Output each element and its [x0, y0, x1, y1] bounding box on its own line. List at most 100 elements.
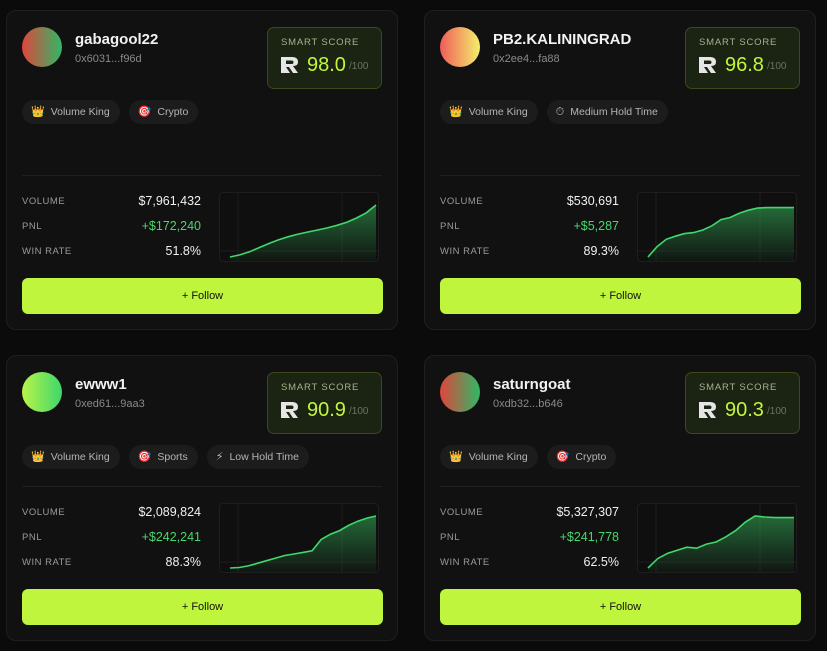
smart-score-label: SMART SCORE [699, 382, 778, 393]
trader-tag[interactable]: 👑 Volume King [22, 100, 120, 124]
win-rate-value: 88.3% [165, 555, 201, 569]
avatar[interactable] [22, 372, 62, 412]
smart-score-max: /100 [767, 61, 787, 72]
trader-tag[interactable]: 👑 Volume King [440, 100, 538, 124]
tag-label: Crypto [575, 451, 607, 463]
smart-score-box: SMART SCORE 98.0/100 [267, 27, 382, 89]
pnl-label: PNL [22, 221, 42, 232]
win-rate-label: WIN RATE [22, 557, 72, 568]
tag-list: 👑 Volume King 🎯 Crypto [440, 445, 617, 469]
trader-username[interactable]: saturngoat [493, 376, 571, 393]
pnl-line [229, 515, 377, 569]
volume-label: VOLUME [22, 196, 66, 207]
win-rate-label: WIN RATE [22, 246, 72, 257]
crown-icon: 👑 [31, 450, 45, 463]
divider [440, 486, 800, 487]
divider [440, 175, 800, 176]
pnl-line [647, 206, 794, 258]
follow-button[interactable]: + Follow [22, 589, 383, 625]
pnl-label: PNL [440, 532, 460, 543]
wallet-address: 0x6031...f96d [75, 53, 142, 65]
divider [22, 486, 382, 487]
win-rate-label: WIN RATE [440, 246, 490, 257]
follow-button[interactable]: + Follow [440, 278, 801, 314]
tag-label: Volume King [50, 451, 110, 463]
pnl-area [230, 516, 376, 572]
trader-username[interactable]: gabagool22 [75, 31, 159, 48]
target-icon: 🎯 [555, 450, 570, 463]
pnl-value: +$5,287 [573, 219, 619, 233]
tag-list: 👑 Volume King 🎯 Crypto [22, 100, 199, 124]
sparkline-svg [638, 193, 796, 261]
smart-score-box: SMART SCORE 96.8/100 [685, 27, 800, 89]
trader-card: gabagool22 0x6031...f96d SMART SCORE 98.0/1… [6, 10, 398, 330]
tag-label: Medium Hold Time [570, 106, 658, 118]
trader-tag[interactable]: 🎯 Crypto [128, 100, 199, 124]
smart-score-max: /100 [767, 406, 787, 417]
win-rate-value: 89.3% [583, 244, 619, 258]
smart-score-value: 90.9 [307, 399, 346, 421]
smart-score-label: SMART SCORE [281, 37, 360, 48]
trader-tag[interactable]: 👑 Volume King [440, 445, 538, 469]
pnl-sparkline-chart [219, 503, 379, 573]
score-logo-icon [698, 56, 717, 74]
avatar[interactable] [440, 27, 480, 67]
volume-value: $530,691 [566, 194, 619, 208]
wallet-address: 0xdb32...b646 [493, 398, 563, 410]
tag-label: Volume King [50, 106, 110, 118]
pnl-value: +$172,240 [141, 219, 201, 233]
smart-score-value: 98.0 [307, 54, 346, 76]
wallet-address: 0xed61...9aa3 [75, 398, 145, 410]
smart-score-box: SMART SCORE 90.9/100 [267, 372, 382, 434]
tag-list: 👑 Volume King 🎯 Sports ⚡ Low Hold Time [22, 445, 309, 469]
sparkline-svg [638, 504, 796, 572]
avatar[interactable] [440, 372, 480, 412]
tag-label: Low Hold Time [229, 451, 299, 463]
trader-tag[interactable]: 👑 Volume King [22, 445, 120, 469]
smart-score-label: SMART SCORE [281, 382, 360, 393]
tag-label: Volume King [468, 106, 528, 118]
volume-label: VOLUME [440, 196, 484, 207]
follow-button[interactable]: + Follow [22, 278, 383, 314]
sparkline-svg [220, 193, 378, 261]
win-rate-label: WIN RATE [440, 557, 490, 568]
pnl-value: +$242,241 [141, 530, 201, 544]
score-logo-icon [280, 56, 299, 74]
trader-tag[interactable]: 🎯 Sports [128, 445, 198, 469]
pnl-label: PNL [22, 532, 42, 543]
stopwatch-icon: ⏱ [555, 105, 565, 118]
pnl-area [230, 205, 376, 261]
target-icon: 🎯 [137, 105, 152, 118]
trader-username[interactable]: PB2.KALININGRAD [493, 31, 632, 48]
score-logo-icon [280, 401, 299, 419]
trader-card: ewww1 0xed61...9aa3 SMART SCORE 90.9/100 👑 Vo… [6, 355, 398, 641]
smart-score-max: /100 [349, 406, 369, 417]
volume-value: $7,961,432 [138, 194, 201, 208]
pnl-area [648, 516, 794, 572]
volume-value: $5,327,307 [556, 505, 619, 519]
volume-label: VOLUME [22, 507, 66, 518]
score-logo-icon [698, 401, 717, 419]
tag-label: Volume King [468, 451, 528, 463]
avatar[interactable] [22, 27, 62, 67]
trader-username[interactable]: ewww1 [75, 376, 127, 393]
trader-card: saturngoat 0xdb32...b646 SMART SCORE 90.3/1… [424, 355, 816, 641]
volume-label: VOLUME [440, 507, 484, 518]
trader-card: PB2.KALININGRAD 0x2ee4...fa88 SMART SCORE 9… [424, 10, 816, 330]
pnl-area [648, 207, 794, 261]
wallet-address: 0x2ee4...fa88 [493, 53, 560, 65]
tag-label: Sports [157, 451, 188, 463]
tag-label: Crypto [157, 106, 189, 118]
trader-tag[interactable]: ⚡ Low Hold Time [206, 445, 309, 469]
sparkline-svg [220, 504, 378, 572]
follow-button[interactable]: + Follow [440, 589, 801, 625]
tag-list: 👑 Volume King ⏱ Medium Hold Time [440, 100, 668, 124]
crown-icon: 👑 [31, 105, 45, 118]
smart-score-value: 90.3 [725, 399, 764, 421]
pnl-sparkline-chart [637, 503, 797, 573]
pnl-line [229, 204, 377, 258]
trader-tag[interactable]: 🎯 Crypto [546, 445, 617, 469]
crown-icon: 👑 [449, 450, 463, 463]
trader-tag[interactable]: ⏱ Medium Hold Time [546, 100, 668, 124]
smart-score-value: 96.8 [725, 54, 764, 76]
